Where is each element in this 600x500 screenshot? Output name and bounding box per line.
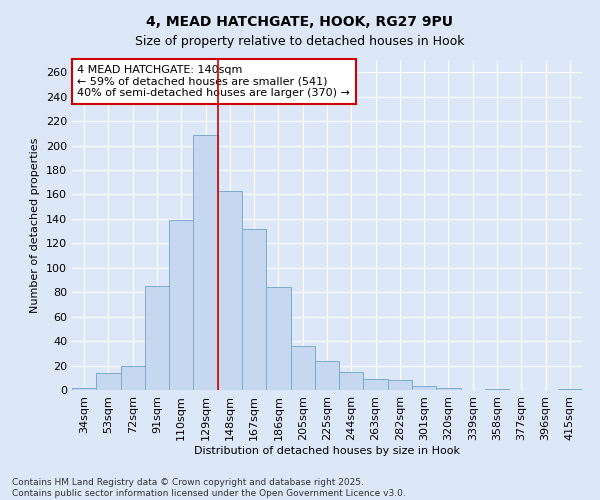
Bar [169,220,193,390]
Bar [242,228,266,390]
Y-axis label: Number of detached properties: Number of detached properties [31,138,40,312]
Bar [121,366,145,390]
X-axis label: Distribution of detached houses by size in Hook: Distribution of detached houses by size … [194,446,460,456]
Bar [72,388,96,390]
Bar [290,346,315,390]
Text: Size of property relative to detached houses in Hook: Size of property relative to detached ho… [135,35,465,48]
Bar [339,372,364,390]
Bar [145,286,169,390]
Bar [218,191,242,390]
Bar [96,373,121,390]
Text: Contains HM Land Registry data © Crown copyright and database right 2025.
Contai: Contains HM Land Registry data © Crown c… [12,478,406,498]
Text: 4, MEAD HATCHGATE, HOOK, RG27 9PU: 4, MEAD HATCHGATE, HOOK, RG27 9PU [146,15,454,29]
Bar [266,288,290,390]
Bar [558,389,582,390]
Bar [193,134,218,390]
Bar [436,388,461,390]
Text: 4 MEAD HATCHGATE: 140sqm
← 59% of detached houses are smaller (541)
40% of semi-: 4 MEAD HATCHGATE: 140sqm ← 59% of detach… [77,65,350,98]
Bar [485,389,509,390]
Bar [412,386,436,390]
Bar [388,380,412,390]
Bar [364,379,388,390]
Bar [315,360,339,390]
